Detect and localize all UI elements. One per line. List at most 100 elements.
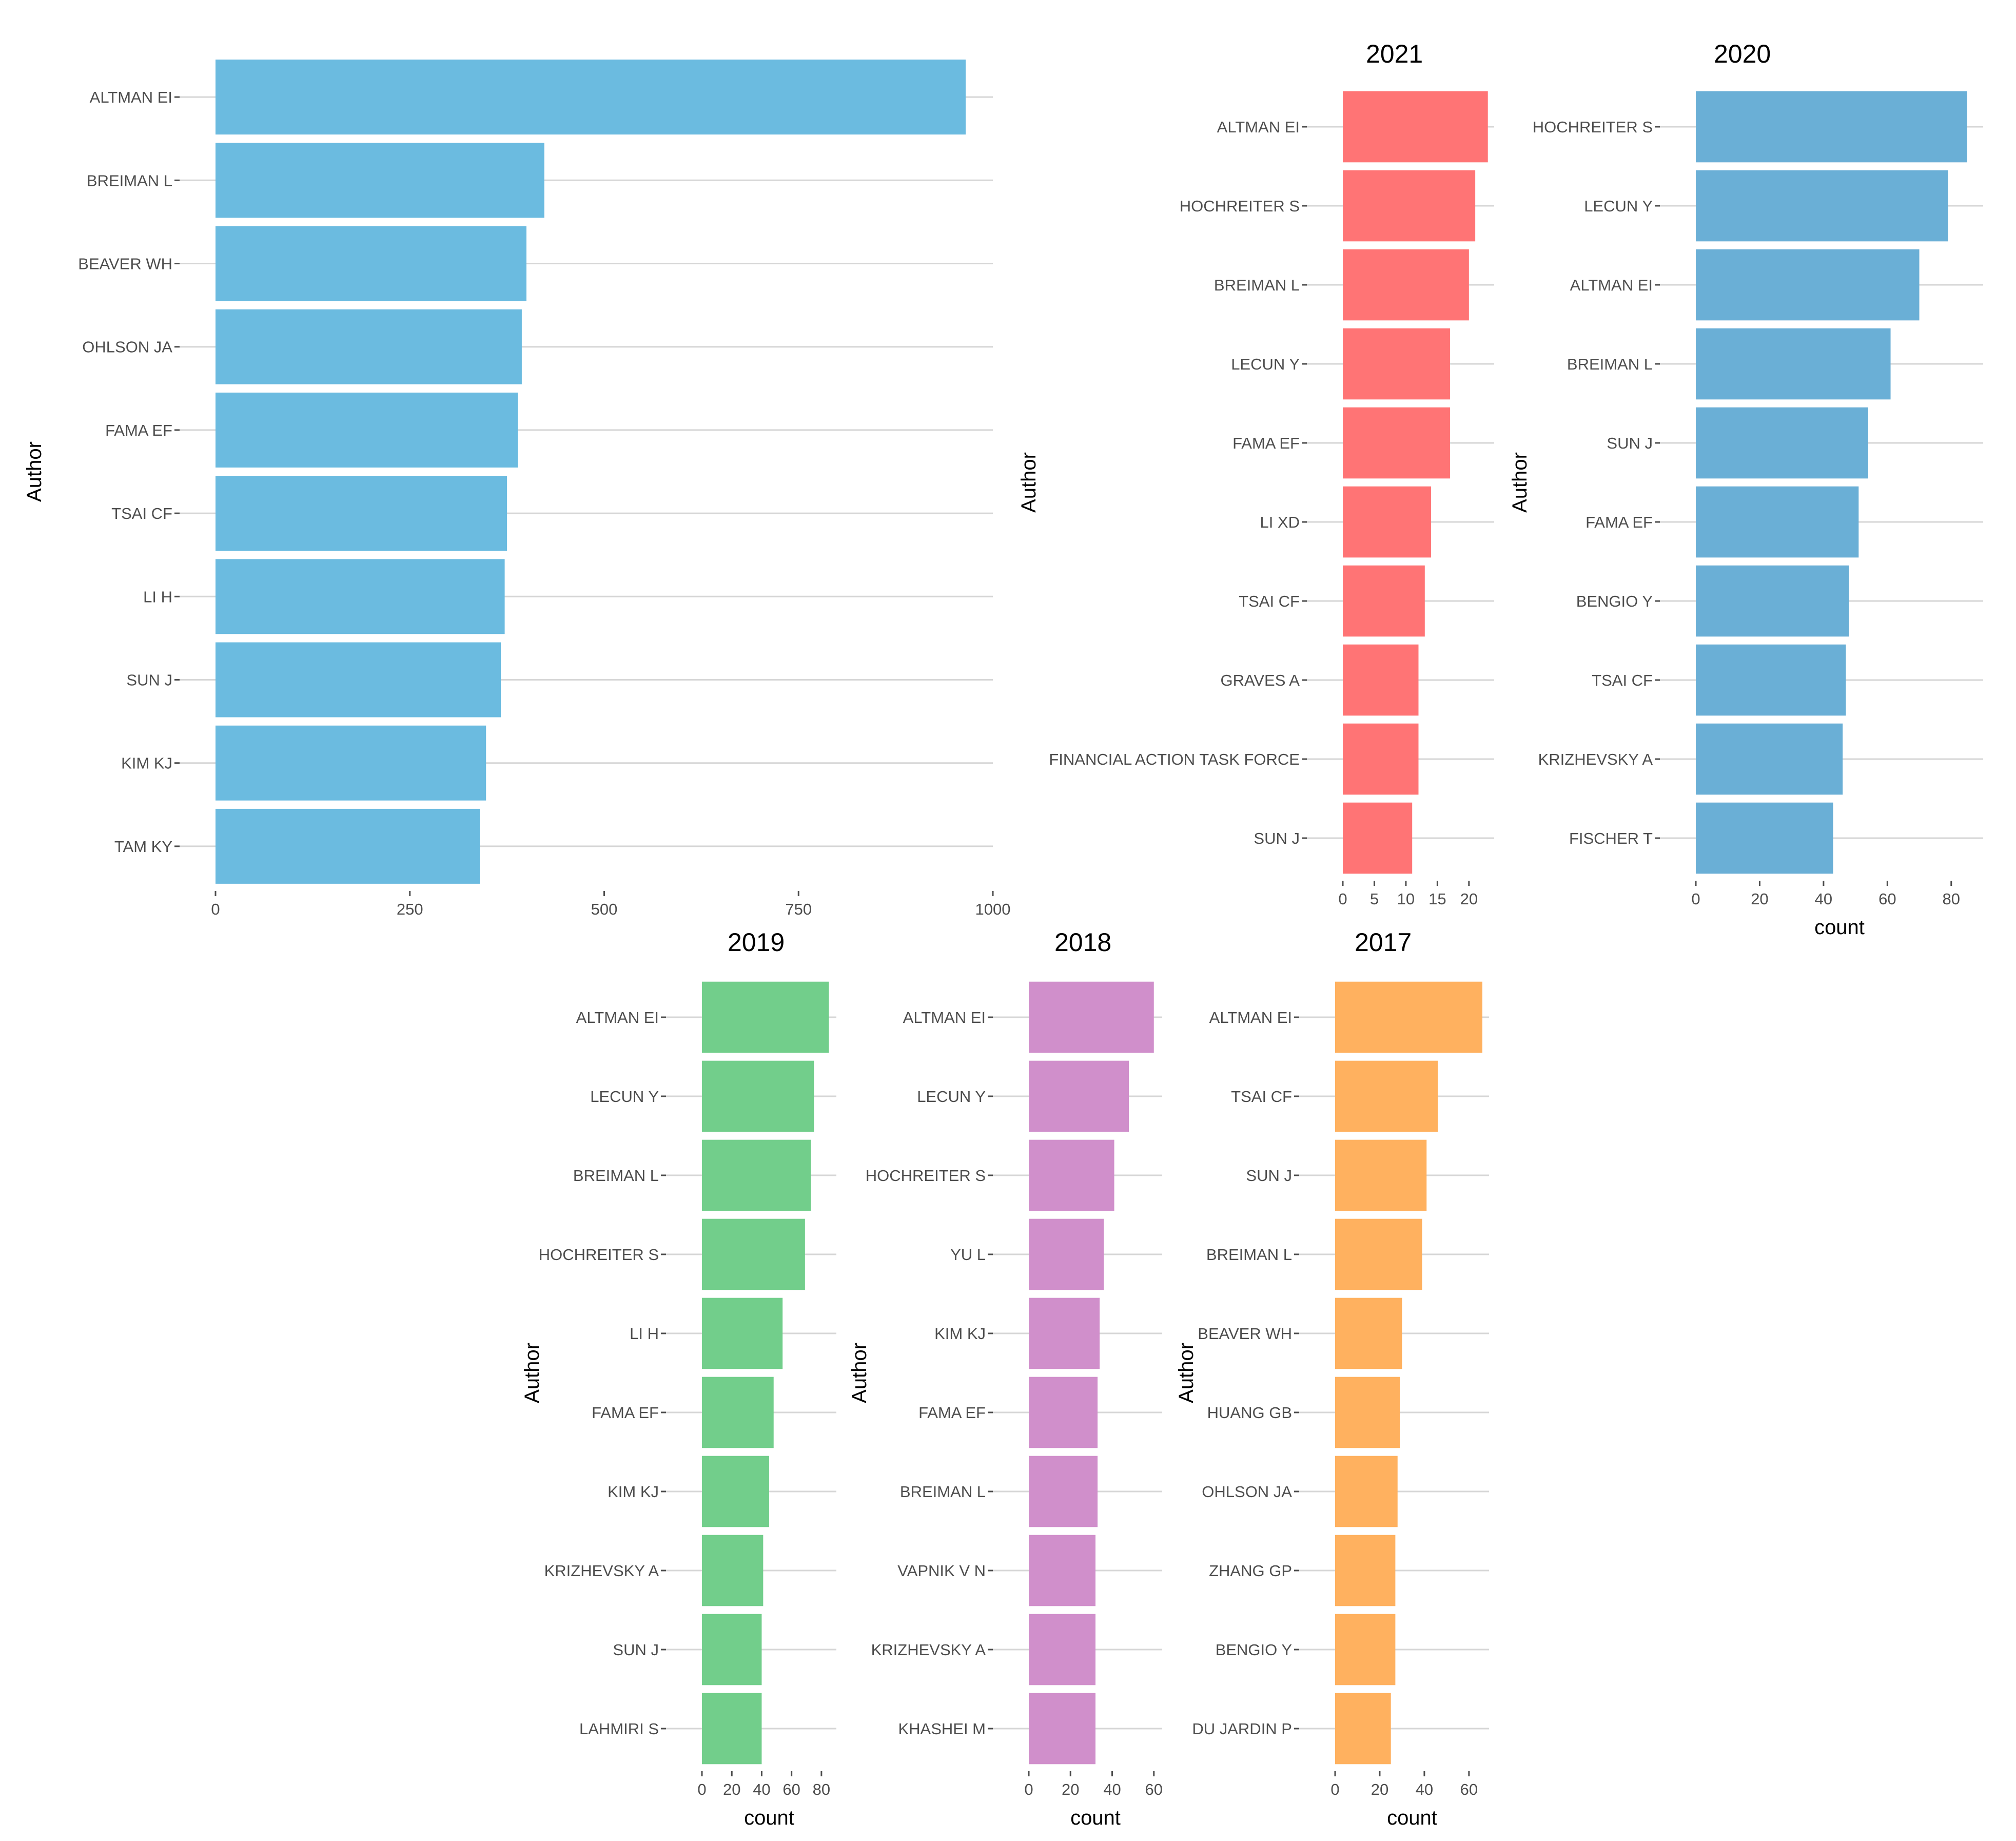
y-tick-label: HOCHREITER S <box>1180 197 1300 215</box>
y-tick-label: TAM KY <box>114 838 172 856</box>
x-tick-label: 15 <box>1428 890 1446 908</box>
bar <box>702 1614 762 1685</box>
y-tick-label: BEAVER WH <box>1198 1325 1292 1343</box>
y-tick-label: FAMA EF <box>1586 513 1653 531</box>
bar <box>702 1693 762 1765</box>
y-tick-label: LECUN Y <box>590 1088 659 1106</box>
x-tick-label: 10 <box>1397 890 1415 908</box>
y-axis-title: Author <box>1175 1343 1198 1403</box>
x-tick-label: 80 <box>1943 890 1960 908</box>
x-tick-label: 1000 <box>975 900 1011 918</box>
year-2018-panel: 2018 Author count ALTMAN EI LECUN Y HOCHRE… <box>848 928 1163 1829</box>
bar <box>216 60 966 135</box>
year-2017-panel: 2017 Author count ALTMAN EI TSAI CF SUN J B… <box>1175 928 1489 1829</box>
bar <box>1335 1693 1391 1765</box>
y-tick-label: VAPNIK V N <box>897 1562 986 1580</box>
y-tick-label: SUN J <box>1607 434 1653 452</box>
x-axis-title: count <box>1070 1807 1121 1829</box>
panel-title: 2020 <box>1714 40 1771 68</box>
y-tick-label: GRAVES A <box>1221 671 1300 689</box>
bar <box>1696 328 1891 400</box>
bar <box>702 1060 814 1132</box>
panel-title: 2017 <box>1355 928 1412 957</box>
bar <box>1029 1377 1098 1448</box>
bar <box>1696 644 1846 716</box>
x-tick-label: 250 <box>397 900 423 918</box>
bar <box>216 725 486 801</box>
x-tick-label: 0 <box>1691 890 1700 908</box>
y-axis-title: Author <box>23 441 46 502</box>
bar <box>216 476 507 551</box>
bar <box>702 1297 783 1369</box>
bar <box>1696 170 1948 242</box>
bar <box>1029 1535 1095 1606</box>
y-tick-label: TSAI CF <box>111 505 172 522</box>
bar <box>216 559 505 634</box>
y-tick-label: KRIZHEVSKY A <box>1538 750 1653 768</box>
y-tick-label: TSAI CF <box>1239 592 1300 610</box>
bar <box>1029 1693 1095 1765</box>
x-tick-label: 5 <box>1370 890 1379 908</box>
bar <box>216 642 501 718</box>
y-tick-label: ALTMAN EI <box>1209 1009 1292 1026</box>
bar <box>702 1139 811 1211</box>
bar <box>1696 565 1849 637</box>
y-axis-title: Author <box>521 1343 543 1403</box>
y-tick-label: BENGIO Y <box>1216 1641 1292 1659</box>
y-tick-label: BENGIO Y <box>1576 592 1653 610</box>
y-tick-label: ALTMAN EI <box>1217 118 1300 136</box>
x-tick-label: 0 <box>1024 1780 1033 1798</box>
bar <box>1029 981 1154 1053</box>
y-tick-label: SUN J <box>1254 829 1300 847</box>
y-tick-label: ALTMAN EI <box>90 88 172 106</box>
bar <box>1029 1614 1095 1685</box>
y-axis-title: Author <box>1509 452 1531 513</box>
x-tick-label: 20 <box>1751 890 1768 908</box>
year-2019-panel: 2019 Author count ALTMAN EI LECUN Y BREIMA… <box>521 928 836 1829</box>
bar <box>1335 1614 1396 1685</box>
y-tick-label: BREIMAN L <box>87 171 172 189</box>
x-tick-label: 60 <box>782 1780 800 1798</box>
y-tick-label: BREIMAN L <box>1567 355 1653 373</box>
bar <box>1696 723 1843 795</box>
x-axis-title: count <box>744 1807 794 1829</box>
year-2020-panel: 2020 Author count HOCHREITER S LECUN Y ALT… <box>1509 40 1983 939</box>
x-tick-label: 20 <box>1062 1780 1079 1798</box>
y-tick-label: SUN J <box>1246 1167 1292 1185</box>
y-tick-label: HOCHREITER S <box>539 1246 659 1264</box>
bar <box>1335 1139 1427 1211</box>
bar <box>1335 1060 1438 1132</box>
y-tick-label: ZHANG GP <box>1209 1562 1292 1580</box>
y-tick-label: KIM KJ <box>934 1325 986 1343</box>
bar <box>1335 1218 1422 1290</box>
y-tick-label: LI H <box>143 588 172 606</box>
x-tick-label: 40 <box>1815 890 1832 908</box>
bar <box>702 1377 774 1448</box>
x-tick-label: 40 <box>1103 1780 1121 1798</box>
bar <box>1029 1456 1098 1527</box>
bar <box>1335 981 1482 1053</box>
y-tick-label: HOCHREITER S <box>1533 118 1653 136</box>
y-tick-label: KRIZHEVSKY A <box>544 1562 659 1580</box>
y-tick-label: OHLSON JA <box>82 338 172 356</box>
y-tick-label: ALTMAN EI <box>1570 276 1653 294</box>
bar <box>1343 328 1450 400</box>
y-tick-label: LECUN Y <box>1231 355 1300 373</box>
bar <box>1696 486 1859 558</box>
panel-title: 2018 <box>1054 928 1111 957</box>
y-tick-label: KIM KJ <box>121 754 172 772</box>
bar <box>1335 1297 1402 1369</box>
y-tick-label: FINANCIAL ACTION TASK FORCE <box>1049 750 1300 768</box>
bar <box>1343 407 1450 479</box>
bar <box>216 808 480 884</box>
bar <box>702 981 829 1053</box>
x-tick-label: 750 <box>785 900 812 918</box>
bar <box>1696 91 1967 163</box>
y-tick-label: YU L <box>950 1246 986 1264</box>
bar <box>1343 723 1419 795</box>
x-tick-label: 40 <box>753 1780 770 1798</box>
bar <box>1343 170 1476 242</box>
x-tick-label: 20 <box>1460 890 1478 908</box>
